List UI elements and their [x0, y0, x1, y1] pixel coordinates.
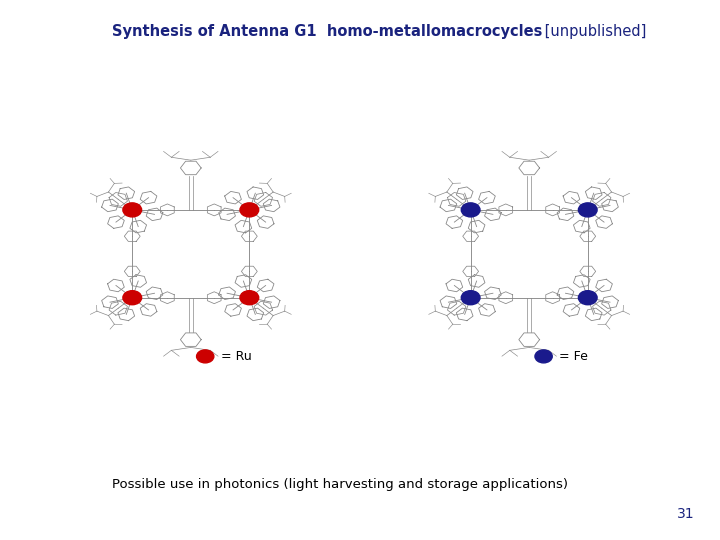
Circle shape [240, 203, 258, 217]
Circle shape [578, 291, 597, 305]
Circle shape [462, 291, 480, 305]
Text: Synthesis of Antenna G1  homo-metallomacrocycles: Synthesis of Antenna G1 homo-metallomacr… [112, 24, 542, 39]
Circle shape [197, 350, 214, 363]
Text: [unpublished]: [unpublished] [540, 24, 647, 39]
Circle shape [123, 203, 142, 217]
Text: = Fe: = Fe [559, 350, 588, 363]
Circle shape [240, 291, 258, 305]
Circle shape [535, 350, 552, 363]
Circle shape [578, 203, 597, 217]
Text: Possible use in photonics (light harvesting and storage applications): Possible use in photonics (light harvest… [112, 478, 567, 491]
Text: 31: 31 [678, 507, 695, 521]
Circle shape [123, 291, 142, 305]
Circle shape [462, 203, 480, 217]
Text: = Ru: = Ru [221, 350, 252, 363]
